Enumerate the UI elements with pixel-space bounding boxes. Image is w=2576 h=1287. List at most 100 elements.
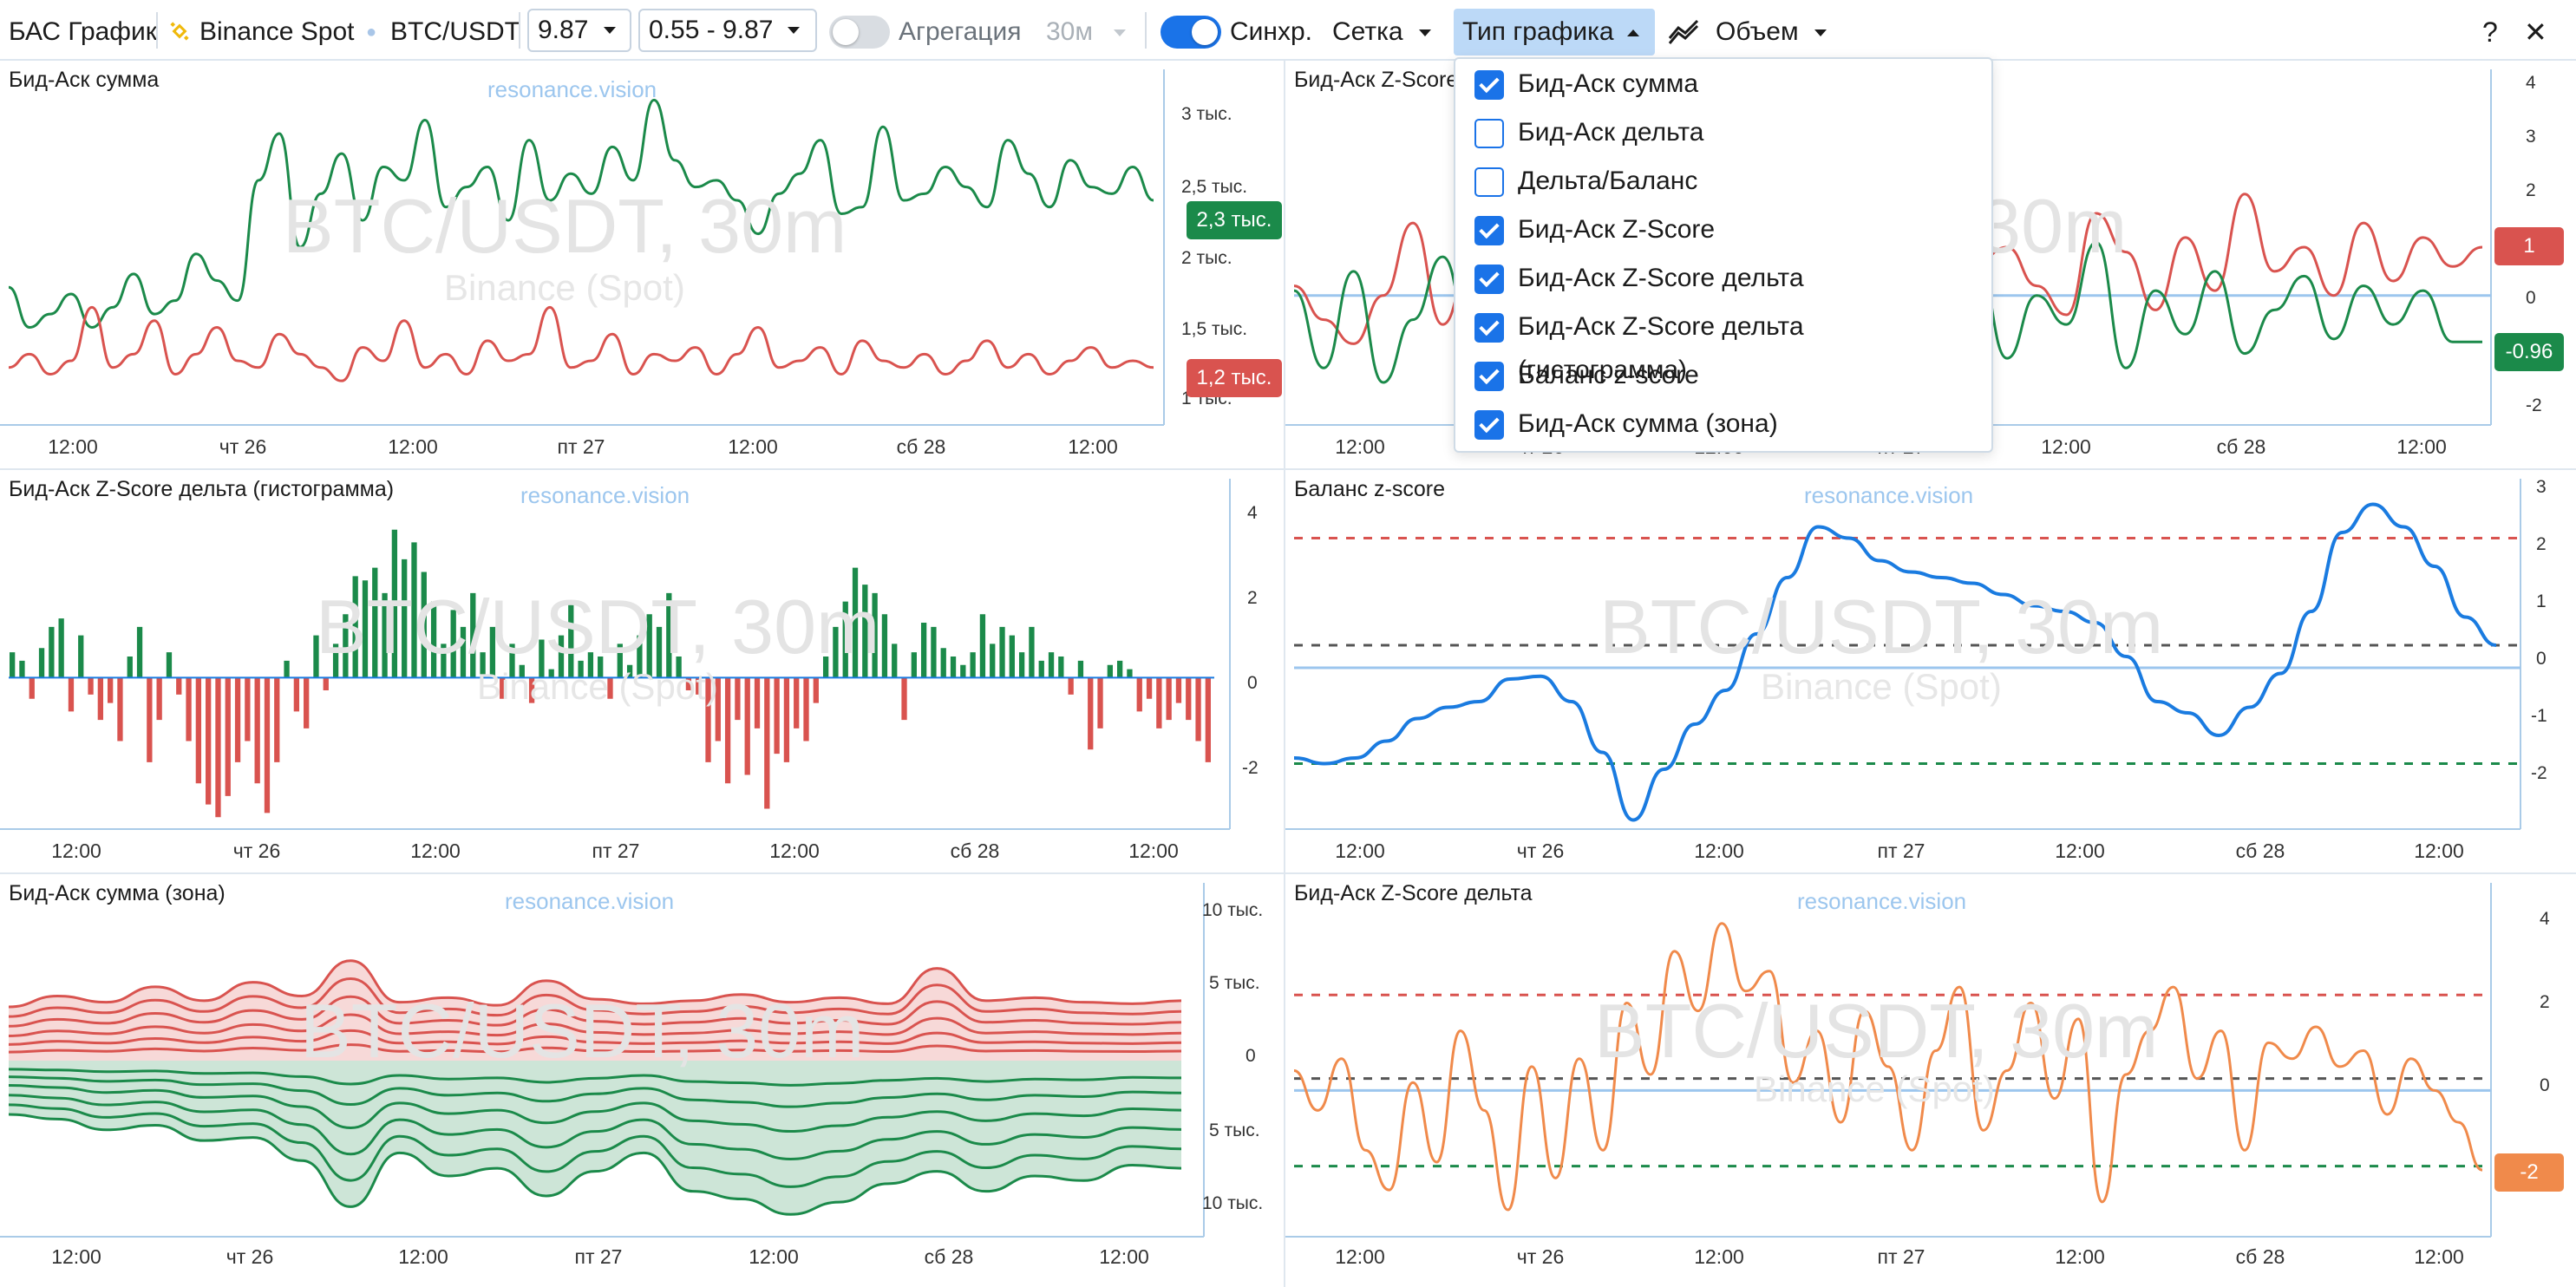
- toolbar: БАС График Binance Spot ● BTC/USDT 9.87 …: [0, 0, 2576, 61]
- last-value-badge-green: 2,3 тыс.: [1187, 201, 1282, 239]
- ask-zone-line: [8, 1043, 1182, 1054]
- chart-type-option[interactable]: Бид-Аск сумма: [1468, 62, 1979, 106]
- y-tick: 1,5 тыс.: [1181, 319, 1248, 339]
- option-label: Бид-Аск сумма (зона): [1518, 409, 1778, 438]
- y-tick: 4: [2540, 909, 2550, 929]
- chevron-down-icon: [1419, 29, 1431, 36]
- y-tick: 5 тыс.: [1209, 1120, 1260, 1140]
- checkbox-icon[interactable]: [1474, 362, 1504, 391]
- timeframe-select: 30м: [1046, 17, 1093, 46]
- line-chart-icon[interactable]: [1667, 0, 1700, 61]
- histogram-bar: [450, 610, 456, 678]
- histogram-bar: [940, 648, 946, 678]
- checkbox-icon[interactable]: [1474, 119, 1504, 148]
- y-tick: 4: [1247, 503, 1258, 523]
- histogram-bar: [578, 660, 584, 678]
- source-watermark: Binance (Spot): [477, 666, 718, 707]
- balance-line: [1293, 502, 2497, 822]
- chart-type-menu-button[interactable]: Тип графика: [1454, 9, 1655, 56]
- histogram-bar: [617, 644, 623, 678]
- histogram-bar: [215, 677, 221, 818]
- x-tick: 12:00: [2055, 839, 2105, 862]
- exchange-label[interactable]: Binance Spot: [199, 17, 355, 46]
- histogram-bar: [509, 644, 515, 678]
- x-tick: 12:00: [749, 1245, 799, 1268]
- histogram-bar: [1186, 677, 1192, 721]
- x-tick: чт 26: [226, 1245, 274, 1268]
- checkbox-icon[interactable]: [1474, 216, 1504, 245]
- pair-label[interactable]: BTC/USDT: [390, 17, 520, 46]
- ask-zone-line: [8, 1013, 1182, 1037]
- y-tick: 0: [2526, 288, 2536, 308]
- range-select[interactable]: 0.55 - 9.87: [638, 9, 817, 52]
- checkbox-icon[interactable]: [1474, 410, 1504, 440]
- volume-menu-button[interactable]: Объем: [1716, 17, 1799, 46]
- chart-type-option[interactable]: Дельта/Баланс: [1468, 160, 1979, 203]
- zscore-delta-panel[interactable]: Бид-Аск Z-Score дельта resonance.vision …: [1285, 874, 2576, 1287]
- histogram-bar: [685, 677, 692, 690]
- histogram-bar: [411, 542, 417, 678]
- level-select[interactable]: 9.87: [527, 9, 631, 52]
- chart-type-option[interactable]: Бид-Аск Z-Score дельта (гистограмма): [1468, 305, 1979, 384]
- sync-toggle[interactable]: [1161, 16, 1221, 49]
- help-icon[interactable]: ?: [2482, 16, 2498, 48]
- histogram-bar: [245, 677, 251, 741]
- histogram-bar: [421, 572, 427, 678]
- bid-zone-area: [9, 1061, 1181, 1215]
- aggregation-toggle[interactable]: [829, 16, 890, 49]
- brand-watermark: resonance.vision: [505, 888, 675, 914]
- bid-zone-line: [8, 1068, 1182, 1087]
- series-line-green: [8, 98, 1154, 330]
- option-label: Баланс z-score: [1518, 361, 1699, 389]
- checkbox-icon[interactable]: [1474, 70, 1504, 100]
- histogram-bar: [754, 677, 761, 728]
- histogram-bar: [852, 567, 859, 678]
- histogram-bar: [441, 644, 447, 678]
- histogram-bar: [500, 677, 506, 699]
- checkbox-icon[interactable]: [1474, 167, 1504, 197]
- x-tick: 12:00: [1335, 1245, 1385, 1268]
- histogram-bar: [842, 601, 848, 678]
- close-icon[interactable]: ✕: [2524, 16, 2547, 48]
- zscore-delta-histogram-panel[interactable]: Бид-Аск Z-Score дельта (гистограмма) res…: [0, 470, 1284, 872]
- histogram-bar: [254, 677, 260, 784]
- chart-type-option[interactable]: Бид-Аск сумма (зона): [1468, 402, 1979, 446]
- histogram-bar: [1127, 669, 1133, 678]
- aggregation-label: Агрегация: [899, 17, 1022, 46]
- last-value-badge-green: -0.96: [2494, 333, 2564, 371]
- histogram-bar: [402, 559, 408, 678]
- dot-separator-icon: ●: [366, 23, 377, 42]
- brand-watermark: resonance.vision: [520, 482, 690, 508]
- bid-ask-sum-zone-panel[interactable]: Бид-Аск сумма (зона) resonance.vision BT…: [0, 874, 1284, 1287]
- x-tick: чт 26: [1516, 839, 1565, 862]
- x-tick: чт 26: [219, 435, 267, 458]
- chart-type-option[interactable]: Баланс z-score: [1468, 354, 1979, 397]
- grid-menu-button[interactable]: Сетка: [1332, 17, 1403, 46]
- balance-zscore-panel[interactable]: Баланс z-score resonance.vision BTC/USDT…: [1285, 470, 2576, 872]
- histogram-bar: [234, 677, 241, 762]
- x-tick: сб 28: [2216, 435, 2266, 458]
- chart-type-option[interactable]: Бид-Аск Z-Score дельта: [1468, 257, 1979, 300]
- histogram-bar: [676, 657, 682, 678]
- x-tick: 12:00: [51, 1245, 101, 1268]
- binance-icon: [167, 0, 193, 61]
- histogram-bar: [176, 677, 182, 695]
- zscore-delta-histogram-chart: [0, 479, 1231, 830]
- zscore-delta-line: [1293, 922, 2483, 1212]
- histogram-bar: [19, 660, 25, 678]
- checkbox-icon[interactable]: [1474, 313, 1504, 343]
- histogram-bar: [10, 652, 16, 678]
- y-tick: 10 тыс.: [1202, 1193, 1264, 1213]
- bid-ask-sum-panel[interactable]: Бид-Аск сумма resonance.vision BTC/USDT,…: [0, 61, 1284, 468]
- bid-zone-line: [8, 1113, 1182, 1216]
- checkbox-icon[interactable]: [1474, 265, 1504, 294]
- histogram-bar: [1195, 677, 1201, 741]
- histogram-bar: [950, 657, 957, 678]
- last-value-badge-red: 1,2 тыс.: [1187, 359, 1282, 397]
- chart-type-option[interactable]: Бид-Аск дельта: [1468, 111, 1979, 154]
- level-value: 9.87: [538, 16, 589, 44]
- bid-zone-line: [8, 1094, 1182, 1160]
- histogram-bar: [166, 652, 173, 678]
- histogram-bar: [783, 677, 790, 762]
- chart-type-option[interactable]: Бид-Аск Z-Score: [1468, 208, 1979, 252]
